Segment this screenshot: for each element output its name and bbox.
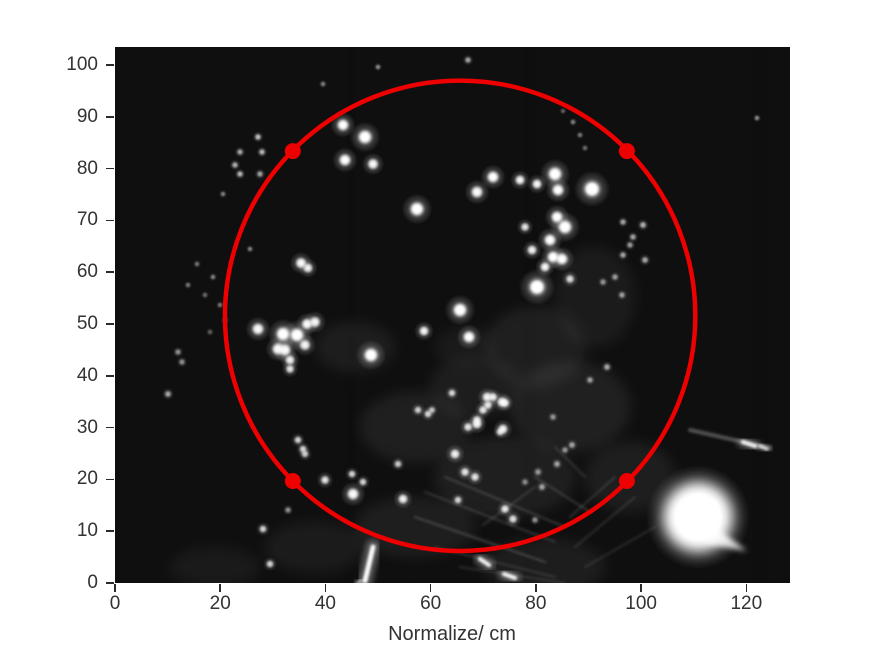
roi-handle-point[interactable] <box>284 472 301 489</box>
x-tick-label: 0 <box>109 593 121 614</box>
y-tick-mark <box>106 167 114 170</box>
roi-circle[interactable] <box>222 78 698 554</box>
y-tick-label: 0 <box>87 572 98 593</box>
x-tick-label: 80 <box>525 593 547 614</box>
y-tick-mark <box>106 375 114 377</box>
y-tick-mark <box>106 582 114 584</box>
y-tick-mark <box>106 323 114 325</box>
plot-area[interactable] <box>115 47 790 583</box>
x-tick-mark <box>219 584 222 592</box>
night-photo-with-roi-overlay <box>115 47 790 583</box>
x-tick-label: 40 <box>314 593 336 614</box>
y-tick-label: 30 <box>76 416 98 438</box>
roi-handle-point[interactable] <box>618 143 635 160</box>
y-tick-label: 50 <box>76 313 98 335</box>
x-tick-mark <box>745 584 748 592</box>
x-tick-label: 20 <box>209 593 231 614</box>
x-axis-label: Normalize/ cm <box>388 623 516 645</box>
y-tick-label: 70 <box>76 209 98 231</box>
x-tick-mark <box>114 584 116 592</box>
photo-noise <box>115 47 790 583</box>
y-tick-mark <box>106 219 114 222</box>
y-tick-label: 60 <box>76 261 98 283</box>
y-tick-mark <box>106 478 114 481</box>
roi-handle-point[interactable] <box>284 143 301 160</box>
x-tick-mark <box>429 584 432 592</box>
y-tick-label: 10 <box>76 520 98 542</box>
x-tick-label: 100 <box>625 593 657 614</box>
y-tick-mark <box>106 271 114 274</box>
x-tick-mark <box>535 584 537 592</box>
y-tick-mark <box>106 426 114 429</box>
y-tick-label: 40 <box>76 364 98 386</box>
y-tick-label: 80 <box>76 157 98 179</box>
x-tick-label: 60 <box>420 593 442 614</box>
y-tick-mark <box>106 116 114 118</box>
y-tick-mark <box>106 530 114 532</box>
x-tick-mark <box>640 584 642 592</box>
x-tick-label: 120 <box>730 593 763 614</box>
y-tick-label: 100 <box>66 54 98 76</box>
y-tick-mark <box>106 64 114 66</box>
y-tick-label: 90 <box>76 105 98 127</box>
roi-handle-point[interactable] <box>618 472 635 489</box>
x-tick-mark <box>324 584 327 592</box>
y-tick-label: 20 <box>76 468 98 490</box>
